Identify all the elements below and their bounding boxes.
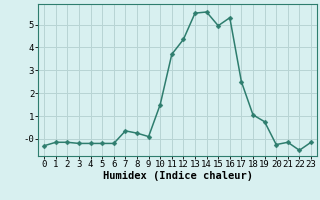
- X-axis label: Humidex (Indice chaleur): Humidex (Indice chaleur): [103, 171, 252, 181]
